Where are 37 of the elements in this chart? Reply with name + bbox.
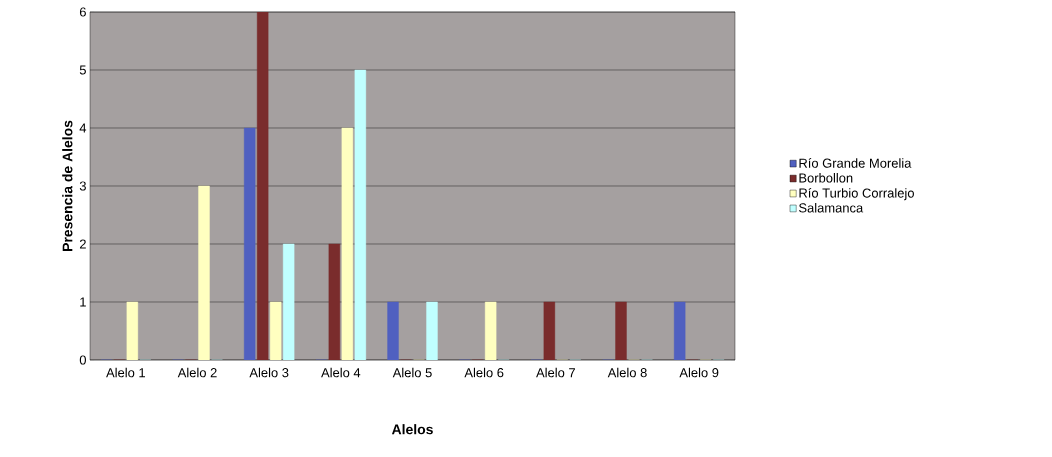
bar bbox=[615, 301, 627, 360]
bar bbox=[282, 243, 295, 360]
x-tick-label: Alelo 1 bbox=[106, 367, 145, 378]
legend-label: Salamanca bbox=[799, 202, 864, 213]
bar bbox=[243, 127, 256, 360]
x-tick-label: Alelo 3 bbox=[249, 367, 289, 378]
legend-label: Borbollon bbox=[799, 173, 853, 183]
x-tick-label: Alelo 2 bbox=[177, 367, 217, 378]
bar bbox=[256, 11, 269, 360]
x-tick-label: Alelo 8 bbox=[607, 367, 647, 378]
bar bbox=[426, 301, 438, 360]
bar bbox=[354, 69, 367, 360]
legend-label: Río Grande Morelia bbox=[799, 158, 912, 168]
bar bbox=[341, 127, 354, 360]
bar bbox=[543, 301, 556, 360]
y-axis-title: Presencia de Alelos bbox=[62, 120, 73, 251]
bar bbox=[328, 243, 341, 360]
y-tick-label: 6 bbox=[79, 7, 86, 17]
x-tick-label: Alelo 5 bbox=[392, 367, 432, 378]
x-axis-title: Alelos bbox=[391, 424, 433, 435]
x-tick-label: Alelo 6 bbox=[464, 367, 504, 378]
y-tick-label: 4 bbox=[79, 123, 87, 133]
y-tick-label: 3 bbox=[79, 181, 86, 191]
y-tick-label: 2 bbox=[79, 239, 86, 249]
legend-label: Río Turbio Corralejo bbox=[799, 187, 914, 201]
y-tick-label: 5 bbox=[79, 65, 86, 75]
bar bbox=[126, 301, 139, 360]
y-tick-label: 0 bbox=[79, 355, 86, 365]
x-tick-label: Alelo 7 bbox=[536, 367, 575, 378]
y-tick-label: 1 bbox=[80, 297, 86, 307]
x-tick-label: Alelo 9 bbox=[679, 367, 719, 378]
bar bbox=[198, 185, 210, 360]
bar bbox=[484, 301, 497, 360]
x-tick-label: Alelo 4 bbox=[321, 367, 361, 378]
bar bbox=[269, 301, 282, 360]
bar bbox=[673, 301, 686, 360]
bar bbox=[387, 301, 399, 360]
